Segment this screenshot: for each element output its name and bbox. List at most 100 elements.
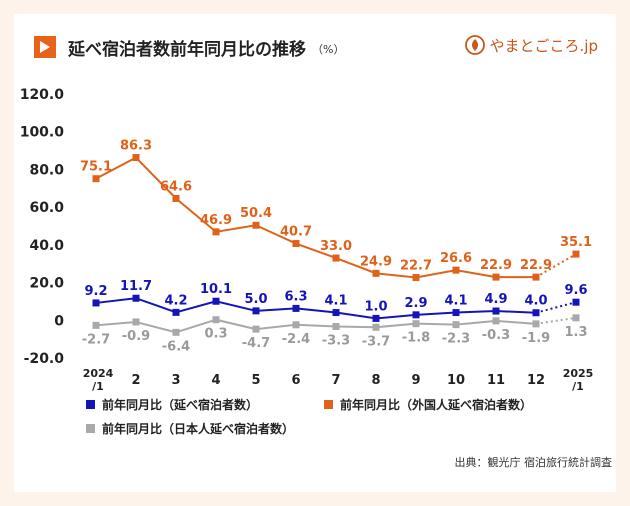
data-label-foreign: 24.9	[360, 254, 392, 269]
data-label-total: 4.0	[524, 294, 547, 309]
data-point-foreign	[92, 175, 100, 183]
data-label-japanese: -2.3	[442, 332, 470, 347]
y-tick-label: 80.0	[29, 162, 64, 178]
data-point-total	[252, 307, 260, 315]
data-point-japanese	[572, 314, 580, 322]
data-label-total: 9.6	[564, 283, 587, 298]
data-label-total: 6.3	[284, 289, 307, 304]
data-point-japanese	[292, 321, 300, 329]
data-point-total	[492, 307, 500, 315]
series-line-total	[95, 297, 537, 320]
chart-title: 延べ宿泊者数前年同月比の推移	[68, 39, 306, 60]
data-label-japanese: 0.3	[204, 327, 227, 342]
data-label-foreign: 26.6	[440, 251, 472, 266]
data-point-japanese	[252, 325, 260, 333]
data-label-total: 1.0	[364, 299, 387, 314]
data-point-total	[172, 308, 180, 316]
legend-swatch-foreign	[324, 399, 333, 409]
legend-item-japanese: 前年同月比（日本人延べ宿泊者数）	[86, 420, 294, 437]
x-tick-label: 2	[131, 373, 140, 388]
data-label-foreign: 35.1	[560, 235, 592, 250]
legend-label-total: 前年同月比（延べ宿泊者数）	[102, 397, 259, 412]
data-point-total	[212, 297, 220, 305]
legend-label-foreign: 前年同月比（外国人延べ宿泊者数）	[340, 397, 533, 412]
data-label-foreign: 64.6	[160, 179, 192, 194]
data-label-japanese: -6.4	[162, 339, 190, 354]
data-label-foreign: 50.4	[240, 206, 272, 221]
data-point-total	[292, 304, 300, 312]
data-point-total	[332, 309, 340, 317]
data-label-foreign: 46.9	[200, 213, 232, 228]
data-point-japanese	[332, 323, 340, 331]
series-line-japanese-projected	[535, 316, 577, 325]
data-point-foreign	[412, 273, 420, 281]
y-tick-label: -20.0	[24, 351, 65, 367]
data-point-japanese	[92, 321, 100, 329]
data-point-foreign	[292, 240, 300, 248]
data-point-japanese	[452, 321, 460, 329]
data-label-total: 9.2	[84, 284, 107, 299]
data-point-foreign	[172, 194, 180, 202]
x-tick-label: 10	[447, 373, 465, 388]
data-label-total: 4.9	[484, 292, 507, 307]
data-point-foreign	[332, 254, 340, 262]
data-label-foreign: 40.7	[280, 225, 312, 240]
legend-label-japanese: 前年同月比（日本人延べ宿泊者数）	[102, 421, 295, 436]
data-point-foreign	[212, 228, 220, 236]
data-point-total	[452, 309, 460, 317]
x-tick-label: 4	[211, 373, 220, 388]
data-point-foreign	[372, 269, 380, 277]
data-label-total: 2.9	[404, 296, 427, 311]
x-tick-label: 2025	[563, 367, 594, 380]
play-icon	[34, 36, 56, 58]
data-point-total	[412, 311, 420, 319]
data-label-total: 10.1	[200, 282, 232, 297]
x-tick-label: 2024	[83, 367, 114, 380]
data-point-japanese	[212, 316, 220, 324]
data-label-japanese: -4.7	[242, 336, 270, 351]
data-label-total: 4.1	[444, 294, 467, 309]
data-label-japanese: -2.4	[282, 332, 310, 347]
data-label-japanese: -0.9	[122, 329, 150, 344]
data-point-foreign	[572, 250, 580, 258]
data-label-japanese: -3.3	[322, 334, 350, 349]
data-label-foreign: 22.9	[480, 258, 512, 273]
source-note: 出典：観光庁 宿泊旅行統計調査	[454, 456, 613, 469]
title-row: 延べ宿泊者数前年同月比の推移 （%）	[34, 32, 344, 62]
data-point-total	[572, 298, 580, 306]
y-tick-label: 40.0	[29, 238, 64, 254]
data-point-japanese	[532, 320, 540, 328]
legend-swatch-total	[86, 399, 95, 409]
data-label-foreign: 22.7	[400, 258, 432, 273]
y-tick-label: 20.0	[29, 276, 64, 292]
x-tick-label: 5	[251, 373, 260, 388]
y-tick-label: 120.0	[20, 87, 65, 103]
legend-swatch-japanese	[86, 423, 95, 433]
x-tick-label: 3	[171, 373, 180, 388]
legend: 前年同月比（延べ宿泊者数） 前年同月比（外国人延べ宿泊者数） 前年同月比（日本人…	[86, 392, 586, 440]
data-label-japanese: -1.9	[522, 331, 550, 346]
x-tick-label: 12	[527, 373, 545, 388]
chart-unit: （%）	[312, 42, 345, 56]
data-label-japanese: -1.8	[402, 331, 430, 346]
data-point-foreign	[452, 266, 460, 274]
x-tick-label: /1	[92, 380, 104, 393]
data-label-total: 4.2	[164, 293, 187, 308]
data-label-foreign: 22.9	[520, 258, 552, 273]
legend-item-total: 前年同月比（延べ宿泊者数）	[86, 396, 324, 413]
data-point-foreign	[132, 154, 140, 162]
data-label-total: 5.0	[244, 292, 267, 307]
data-label-total: 4.1	[324, 294, 347, 309]
data-point-foreign	[492, 273, 500, 281]
data-label-foreign: 75.1	[80, 160, 112, 175]
data-label-japanese: -2.7	[82, 332, 110, 347]
legend-item-foreign: 前年同月比（外国人延べ宿泊者数）	[324, 396, 532, 413]
data-point-total	[92, 299, 100, 307]
data-point-total	[372, 314, 380, 322]
data-label-foreign: 33.0	[320, 239, 352, 254]
brand-logo: やまとごころ.jp	[464, 34, 598, 56]
y-tick-label: 0	[54, 313, 64, 329]
series-line-foreign	[95, 156, 536, 279]
data-point-foreign	[252, 221, 260, 229]
